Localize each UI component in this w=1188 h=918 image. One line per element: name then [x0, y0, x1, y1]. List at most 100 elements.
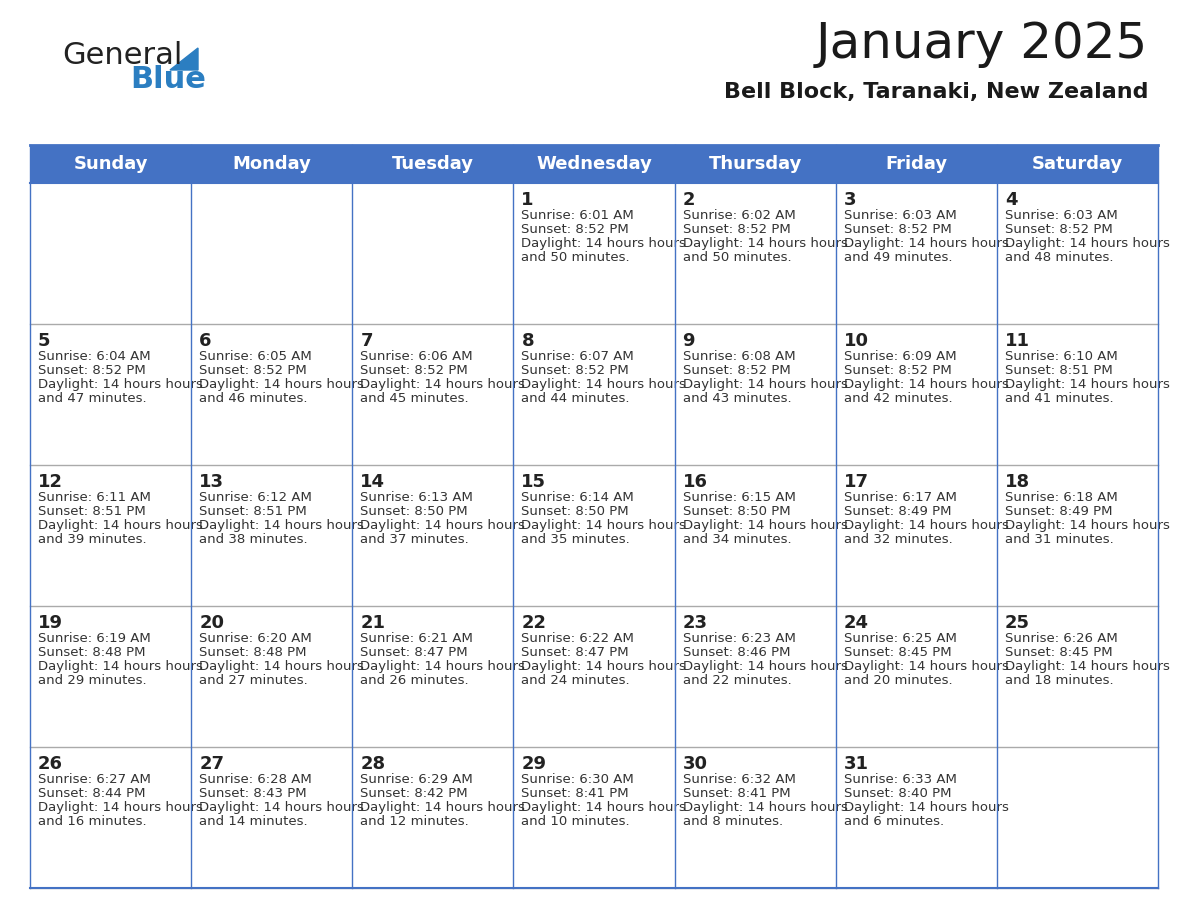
Text: Sunrise: 6:19 AM: Sunrise: 6:19 AM — [38, 632, 151, 645]
Bar — [835, 465, 997, 606]
Bar — [997, 747, 1158, 888]
Text: Sunset: 8:42 PM: Sunset: 8:42 PM — [360, 787, 468, 800]
Text: Sunrise: 6:13 AM: Sunrise: 6:13 AM — [360, 491, 473, 504]
Text: Sunset: 8:52 PM: Sunset: 8:52 PM — [683, 364, 790, 377]
Text: Sunset: 8:51 PM: Sunset: 8:51 PM — [200, 505, 307, 518]
Text: Daylight: 14 hours hours: Daylight: 14 hours hours — [360, 801, 525, 814]
Bar — [835, 324, 997, 465]
Text: Daylight: 14 hours hours: Daylight: 14 hours hours — [522, 378, 687, 391]
Text: Tuesday: Tuesday — [392, 155, 474, 173]
Bar — [513, 324, 675, 465]
Bar — [675, 183, 835, 324]
Text: 2: 2 — [683, 191, 695, 209]
Text: 30: 30 — [683, 755, 708, 773]
Text: Daylight: 14 hours hours: Daylight: 14 hours hours — [200, 378, 364, 391]
Text: Daylight: 14 hours hours: Daylight: 14 hours hours — [522, 801, 687, 814]
Bar — [997, 606, 1158, 747]
Text: 23: 23 — [683, 614, 708, 632]
Text: Sunrise: 6:26 AM: Sunrise: 6:26 AM — [1005, 632, 1118, 645]
Text: and 41 minutes.: and 41 minutes. — [1005, 392, 1113, 405]
Bar — [675, 465, 835, 606]
Text: Sunset: 8:49 PM: Sunset: 8:49 PM — [1005, 505, 1112, 518]
Text: Sunset: 8:47 PM: Sunset: 8:47 PM — [360, 646, 468, 659]
Text: and 10 minutes.: and 10 minutes. — [522, 815, 630, 828]
Text: and 48 minutes.: and 48 minutes. — [1005, 251, 1113, 264]
Text: and 50 minutes.: and 50 minutes. — [683, 251, 791, 264]
Text: and 46 minutes.: and 46 minutes. — [200, 392, 308, 405]
Text: 11: 11 — [1005, 332, 1030, 350]
Text: Daylight: 14 hours hours: Daylight: 14 hours hours — [200, 519, 364, 532]
Text: Daylight: 14 hours hours: Daylight: 14 hours hours — [1005, 378, 1170, 391]
Text: 19: 19 — [38, 614, 63, 632]
Bar — [675, 606, 835, 747]
Text: Sunrise: 6:07 AM: Sunrise: 6:07 AM — [522, 350, 634, 363]
Text: 15: 15 — [522, 473, 546, 491]
Bar — [835, 606, 997, 747]
Text: 31: 31 — [843, 755, 868, 773]
Text: Daylight: 14 hours hours: Daylight: 14 hours hours — [38, 660, 203, 673]
Text: Sunrise: 6:20 AM: Sunrise: 6:20 AM — [200, 632, 312, 645]
Text: and 34 minutes.: and 34 minutes. — [683, 533, 791, 546]
Polygon shape — [170, 48, 198, 70]
Text: Sunrise: 6:29 AM: Sunrise: 6:29 AM — [360, 773, 473, 786]
Text: Thursday: Thursday — [708, 155, 802, 173]
Text: Sunset: 8:52 PM: Sunset: 8:52 PM — [843, 223, 952, 236]
Text: Daylight: 14 hours hours: Daylight: 14 hours hours — [360, 519, 525, 532]
Text: 9: 9 — [683, 332, 695, 350]
Text: Sunrise: 6:12 AM: Sunrise: 6:12 AM — [200, 491, 312, 504]
Text: Daylight: 14 hours hours: Daylight: 14 hours hours — [38, 801, 203, 814]
Text: Sunset: 8:51 PM: Sunset: 8:51 PM — [1005, 364, 1113, 377]
Text: 13: 13 — [200, 473, 225, 491]
Bar — [835, 183, 997, 324]
Text: Sunset: 8:51 PM: Sunset: 8:51 PM — [38, 505, 146, 518]
Text: General: General — [62, 41, 183, 70]
Text: Sunrise: 6:23 AM: Sunrise: 6:23 AM — [683, 632, 796, 645]
Text: Sunrise: 6:25 AM: Sunrise: 6:25 AM — [843, 632, 956, 645]
Text: Daylight: 14 hours hours: Daylight: 14 hours hours — [200, 660, 364, 673]
Text: Sunset: 8:52 PM: Sunset: 8:52 PM — [843, 364, 952, 377]
Text: Friday: Friday — [885, 155, 947, 173]
Text: Sunrise: 6:21 AM: Sunrise: 6:21 AM — [360, 632, 473, 645]
Text: 3: 3 — [843, 191, 857, 209]
Text: Sunrise: 6:08 AM: Sunrise: 6:08 AM — [683, 350, 795, 363]
Text: and 20 minutes.: and 20 minutes. — [843, 674, 953, 687]
Text: 12: 12 — [38, 473, 63, 491]
Text: 28: 28 — [360, 755, 385, 773]
Text: Daylight: 14 hours hours: Daylight: 14 hours hours — [843, 801, 1009, 814]
Text: 5: 5 — [38, 332, 51, 350]
Text: 27: 27 — [200, 755, 225, 773]
Text: Sunrise: 6:17 AM: Sunrise: 6:17 AM — [843, 491, 956, 504]
Bar — [353, 606, 513, 747]
Bar — [30, 183, 191, 324]
Text: Daylight: 14 hours hours: Daylight: 14 hours hours — [843, 378, 1009, 391]
Bar — [675, 747, 835, 888]
Text: Sunset: 8:52 PM: Sunset: 8:52 PM — [360, 364, 468, 377]
Text: 7: 7 — [360, 332, 373, 350]
Text: Sunrise: 6:30 AM: Sunrise: 6:30 AM — [522, 773, 634, 786]
Text: Sunset: 8:43 PM: Sunset: 8:43 PM — [200, 787, 307, 800]
Text: Sunset: 8:52 PM: Sunset: 8:52 PM — [522, 223, 630, 236]
Bar — [513, 747, 675, 888]
Bar — [191, 183, 353, 324]
Text: Wednesday: Wednesday — [536, 155, 652, 173]
Bar — [835, 747, 997, 888]
Bar — [353, 747, 513, 888]
Text: Sunset: 8:52 PM: Sunset: 8:52 PM — [683, 223, 790, 236]
Text: Sunset: 8:45 PM: Sunset: 8:45 PM — [1005, 646, 1112, 659]
Text: Blue: Blue — [129, 65, 206, 94]
Text: Daylight: 14 hours hours: Daylight: 14 hours hours — [522, 237, 687, 250]
Text: Sunrise: 6:03 AM: Sunrise: 6:03 AM — [843, 209, 956, 222]
Text: 20: 20 — [200, 614, 225, 632]
Text: Daylight: 14 hours hours: Daylight: 14 hours hours — [683, 519, 847, 532]
Bar — [30, 747, 191, 888]
Text: 1: 1 — [522, 191, 533, 209]
Bar — [30, 465, 191, 606]
Text: and 14 minutes.: and 14 minutes. — [200, 815, 308, 828]
Text: 25: 25 — [1005, 614, 1030, 632]
Bar — [191, 324, 353, 465]
Text: and 8 minutes.: and 8 minutes. — [683, 815, 783, 828]
Text: and 27 minutes.: and 27 minutes. — [200, 674, 308, 687]
Text: Sunrise: 6:18 AM: Sunrise: 6:18 AM — [1005, 491, 1118, 504]
Text: Sunset: 8:45 PM: Sunset: 8:45 PM — [843, 646, 952, 659]
Text: 16: 16 — [683, 473, 708, 491]
